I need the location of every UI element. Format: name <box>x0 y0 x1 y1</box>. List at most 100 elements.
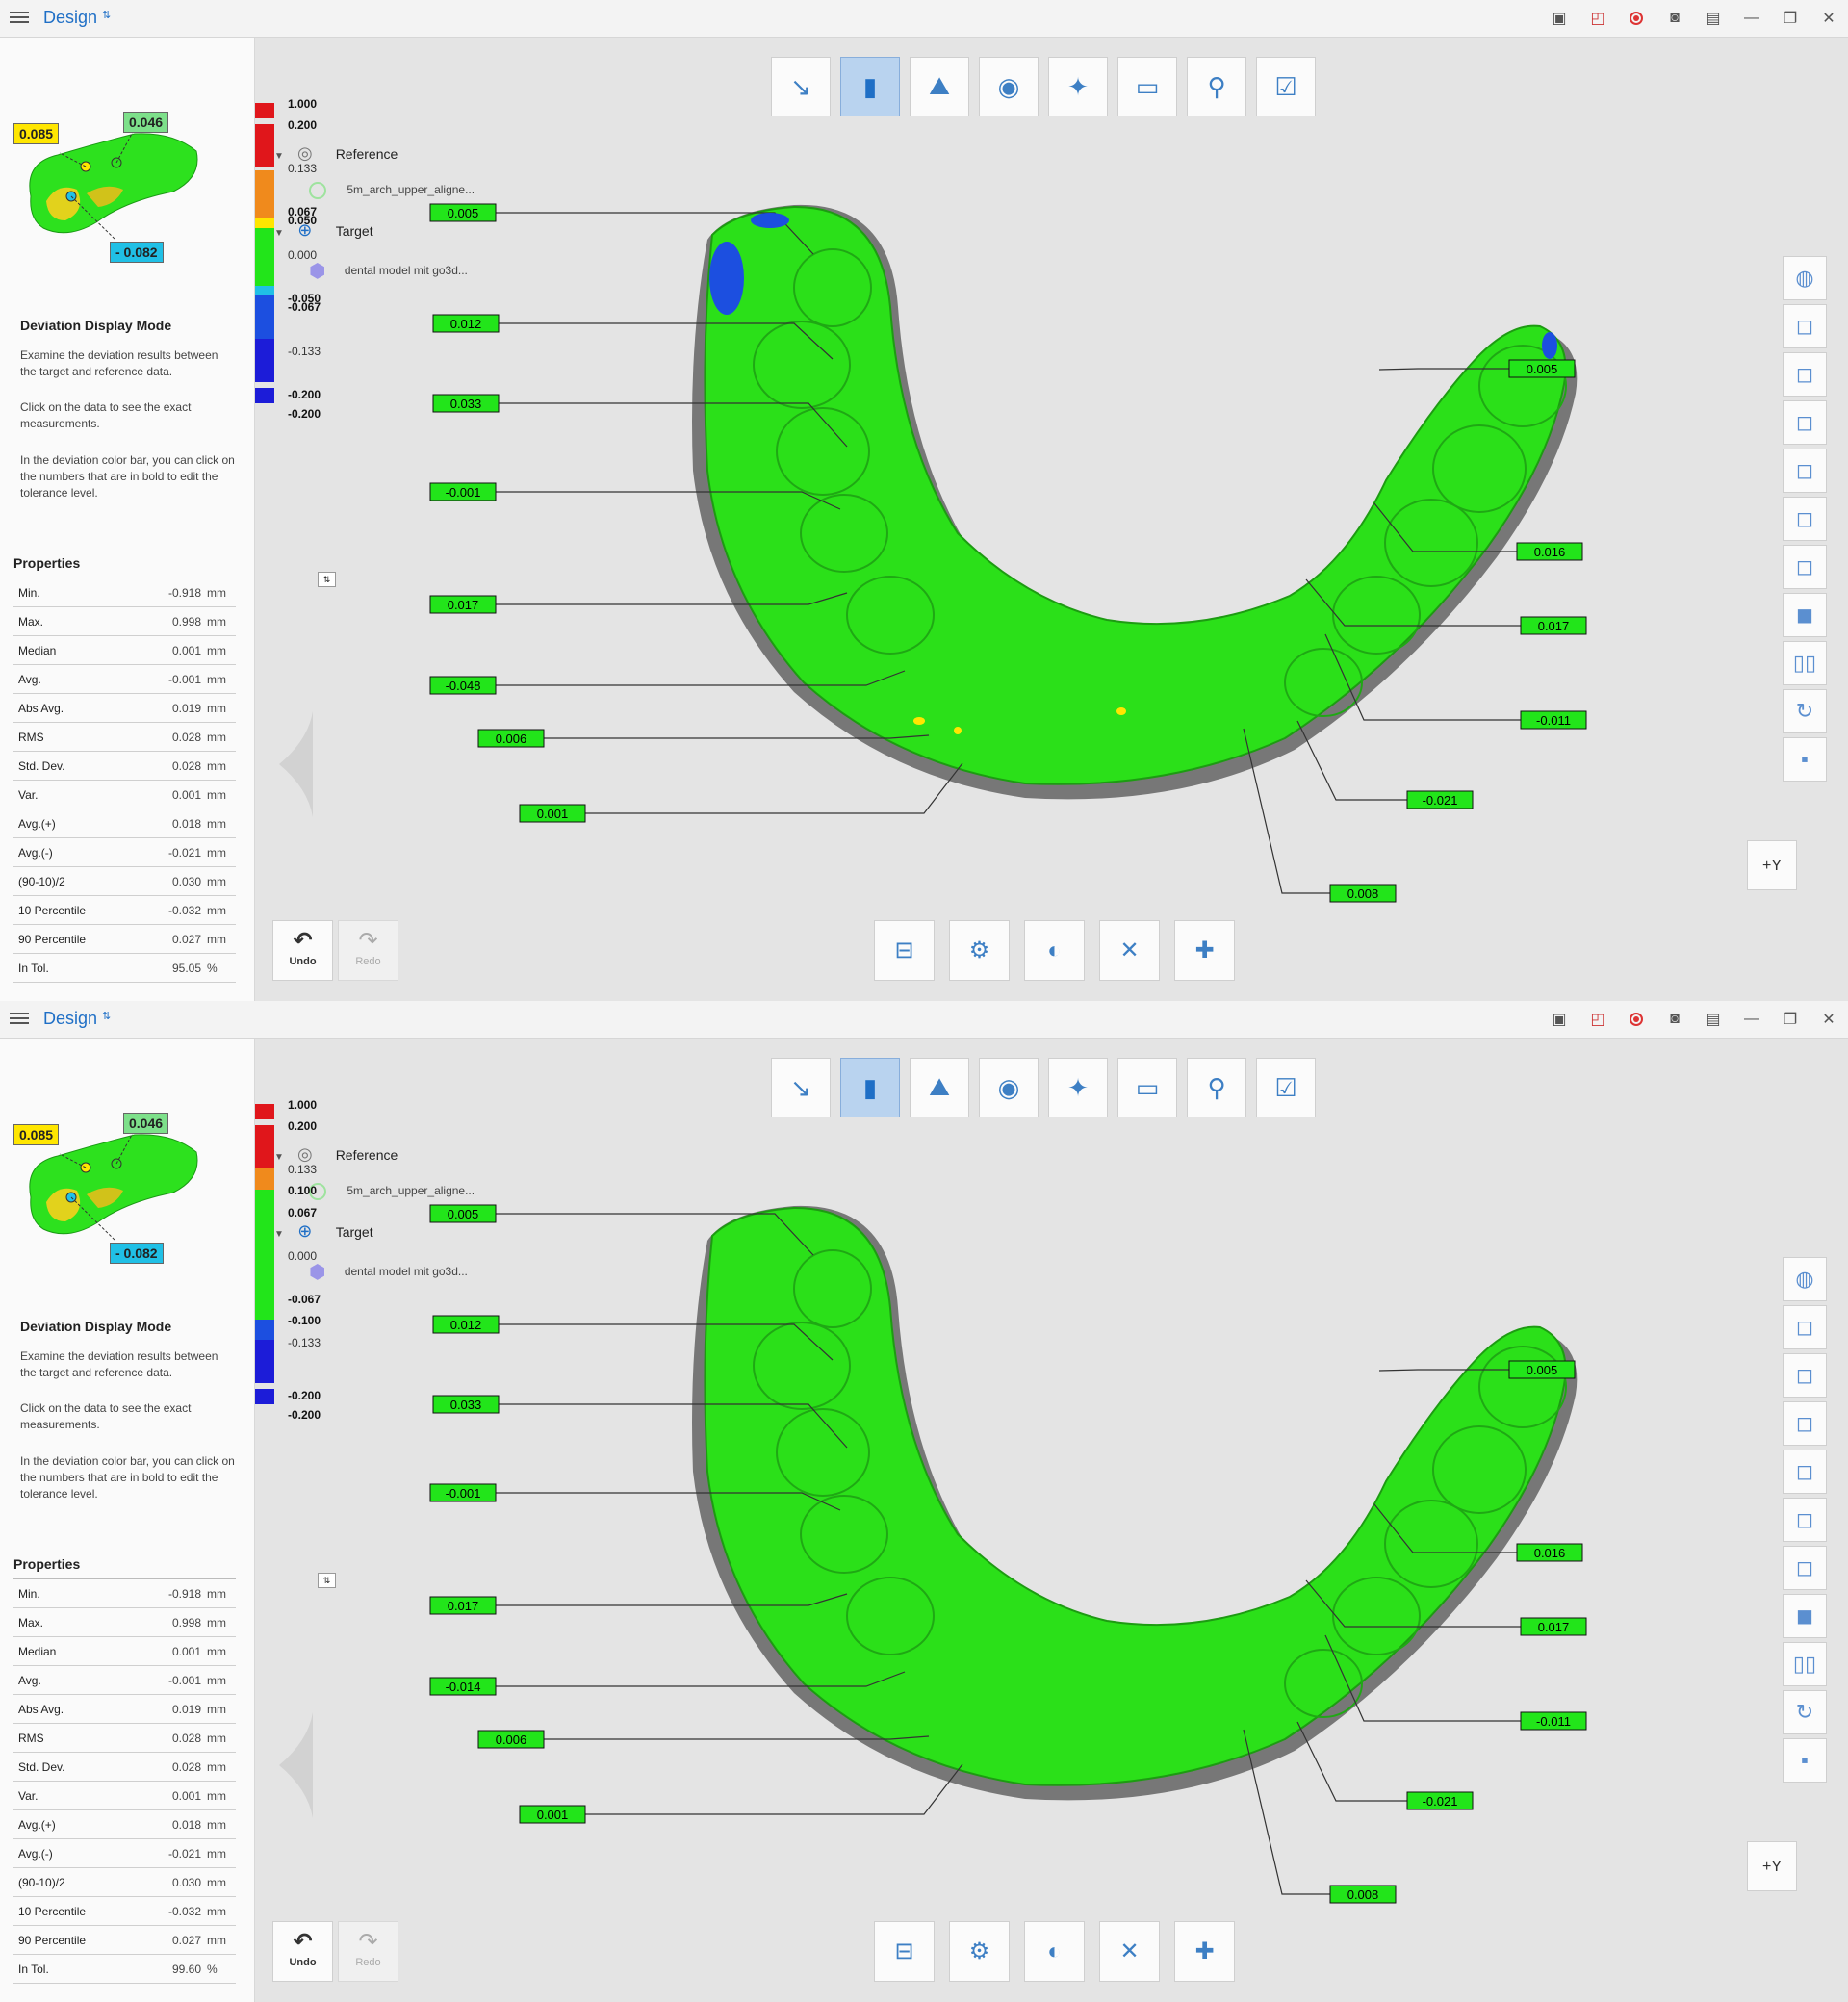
deviation-label-box[interactable] <box>477 1730 545 1749</box>
colorbar-segment[interactable] <box>255 228 274 286</box>
deviation-label-box[interactable] <box>429 203 497 222</box>
delete-label-icon[interactable]: ✕ <box>1099 1921 1160 1982</box>
deviation-label-box[interactable] <box>432 314 500 333</box>
colorbar-segment[interactable] <box>255 295 274 339</box>
deviation-label-box[interactable] <box>1508 1360 1576 1379</box>
restore-icon[interactable]: ❐ <box>1783 1012 1798 1028</box>
deviation-label-box[interactable] <box>432 1315 500 1334</box>
split-view-icon[interactable]: ▯▯ <box>1783 641 1827 685</box>
deviation-label-box[interactable] <box>519 1805 586 1824</box>
reference-group[interactable]: ▼ ◎ Reference <box>274 143 398 164</box>
color-settings-icon[interactable]: ⚙ <box>949 1921 1010 1982</box>
undo-button[interactable]: ↶ Undo <box>272 1921 333 1982</box>
colorbar-label[interactable]: -0.200 <box>288 388 321 401</box>
screen-capture-icon[interactable]: ▣ <box>1552 1012 1567 1028</box>
y-axis-button[interactable]: +Y <box>1747 1841 1797 1891</box>
back-view-icon[interactable]: ◻ <box>1783 1353 1827 1398</box>
top-view-icon[interactable]: ◻ <box>1783 497 1827 541</box>
colorbar-label[interactable]: -0.050 <box>288 292 321 305</box>
deviation-icon[interactable]: ▮ <box>840 57 900 116</box>
colorbar-segment[interactable] <box>255 388 274 403</box>
colorbar-label[interactable]: 0.100 <box>288 1184 318 1197</box>
colorbar-label[interactable]: 0.067 <box>288 205 318 218</box>
target-group[interactable]: ▼ ⊕ Target <box>274 1221 373 1242</box>
colorbar-label[interactable]: -0.100 <box>288 1314 321 1327</box>
color-wheel-icon[interactable]: ◍ <box>1783 1257 1827 1301</box>
color-settings-icon[interactable]: ⚙ <box>949 920 1010 981</box>
tools-icon[interactable]: ⚲ <box>1187 1058 1246 1117</box>
align-icon[interactable]: ↘ <box>771 57 831 116</box>
measure-icon[interactable]: ▭ <box>1117 1058 1177 1117</box>
colorbar-label[interactable]: -0.200 <box>288 407 321 421</box>
settings-panel-icon[interactable]: ⊟ <box>874 920 935 981</box>
deviation-label-box[interactable] <box>1329 1885 1397 1904</box>
rotate-icon[interactable]: ↻ <box>1783 1690 1827 1734</box>
deviation-label-box[interactable] <box>429 595 497 614</box>
occlusion-icon[interactable]: ◉ <box>979 1058 1039 1117</box>
colorbar-label[interactable]: -0.200 <box>288 1389 321 1402</box>
colorbar-segment[interactable] <box>255 339 274 382</box>
colorbar-label[interactable]: -0.067 <box>288 1293 321 1306</box>
colorbar-segment[interactable] <box>255 286 274 295</box>
complete-icon[interactable]: ☑ <box>1256 57 1316 116</box>
target-item[interactable]: ⬢ dental model mit go3d... <box>309 1260 468 1284</box>
solid-view-icon[interactable]: ▪ <box>1783 737 1827 782</box>
collapse-arrow-icon[interactable]: ▼ <box>274 228 284 239</box>
axis-icon[interactable]: ✦ <box>1048 1058 1108 1117</box>
deviation-label-box[interactable] <box>429 1483 497 1502</box>
deviation-label-box[interactable] <box>429 1204 497 1223</box>
restore-icon[interactable]: ❐ <box>1783 11 1798 27</box>
collapse-arrow-icon[interactable]: ▼ <box>274 151 284 162</box>
deviation-label-box[interactable] <box>429 1596 497 1615</box>
hamburger-menu-icon[interactable] <box>10 1010 29 1029</box>
right-view-icon[interactable]: ◻ <box>1783 1450 1827 1494</box>
colorbar-label[interactable]: 0.050 <box>288 214 318 227</box>
align-icon[interactable]: ↘ <box>771 1058 831 1117</box>
deviation-label-box[interactable] <box>432 394 500 413</box>
deviation-label-box[interactable] <box>519 804 586 823</box>
record-icon[interactable] <box>1617 0 1656 37</box>
delete-label-icon[interactable]: ✕ <box>1099 920 1160 981</box>
colorbar-segment[interactable] <box>255 218 274 228</box>
bottom-view-icon[interactable]: ◻ <box>1783 545 1827 589</box>
reference-item[interactable]: 5m_arch_upper_aligne... <box>309 1183 475 1200</box>
colorbar-segment[interactable] <box>255 103 274 118</box>
colorbar-label[interactable]: 1.000 <box>288 97 318 111</box>
deviation-label-box[interactable] <box>1516 1543 1583 1562</box>
collapse-arrow-icon[interactable]: ▼ <box>274 1229 284 1240</box>
target-item[interactable]: ⬢ dental model mit go3d... <box>309 259 468 283</box>
region-capture-icon[interactable]: ◰ <box>1590 1012 1605 1028</box>
record-icon[interactable] <box>1617 1001 1656 1038</box>
deviation-label-box[interactable] <box>1516 542 1583 561</box>
colorbar-segment[interactable] <box>255 1168 274 1190</box>
top-view-icon[interactable]: ◻ <box>1783 1498 1827 1542</box>
region-capture-icon[interactable]: ◰ <box>1590 11 1605 27</box>
deviation-label-box[interactable] <box>1329 884 1397 903</box>
colorbar-segment[interactable] <box>255 170 274 218</box>
deviation-icon[interactable]: ▮ <box>840 1058 900 1117</box>
deviation-label-box[interactable] <box>1508 359 1576 378</box>
iso-view-icon[interactable]: ◼ <box>1783 593 1827 637</box>
deviation-label-box[interactable] <box>429 1677 497 1696</box>
front-view-icon[interactable]: ◻ <box>1783 304 1827 348</box>
right-view-icon[interactable]: ◻ <box>1783 449 1827 493</box>
colorbar-label[interactable]: -0.067 <box>288 300 321 314</box>
occlusion-icon[interactable]: ◉ <box>979 57 1039 116</box>
dental-model[interactable]: 0.005 0.012 0.033 -0.001 0.017 -0.048 0.006 0.0… <box>255 38 1848 1001</box>
colorbar-settings-icon[interactable]: ⇅ <box>318 572 336 587</box>
complete-icon[interactable]: ☑ <box>1256 1058 1316 1117</box>
minimize-icon[interactable]: — <box>1744 1011 1759 1027</box>
camera-icon[interactable]: ◙ <box>1670 10 1680 26</box>
bottom-view-icon[interactable]: ◻ <box>1783 1546 1827 1590</box>
axis-icon[interactable]: ✦ <box>1048 57 1108 116</box>
label-toggle-icon[interactable]: ◐ <box>1024 1921 1085 1982</box>
colorbar-label[interactable]: 0.200 <box>288 118 318 132</box>
colorbar-segment[interactable] <box>255 1340 274 1383</box>
add-point-icon[interactable]: ✚ <box>1174 920 1235 981</box>
back-view-icon[interactable]: ◻ <box>1783 352 1827 397</box>
split-view-icon[interactable]: ▯▯ <box>1783 1642 1827 1686</box>
colorbar-segment[interactable] <box>255 1320 274 1340</box>
deviation-label-box[interactable] <box>1406 1791 1474 1810</box>
label-toggle-icon[interactable]: ◐ <box>1024 920 1085 981</box>
deviation-label-box[interactable] <box>1520 1617 1587 1636</box>
